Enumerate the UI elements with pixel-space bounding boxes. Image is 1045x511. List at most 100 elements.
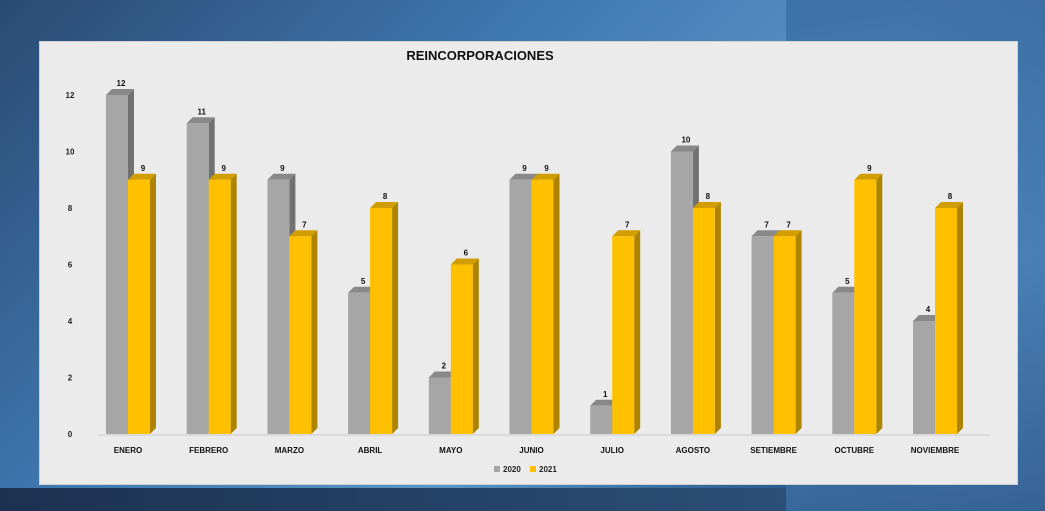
bar-2020 bbox=[590, 405, 613, 434]
bar-2020 bbox=[670, 151, 693, 434]
bar-top-2020 bbox=[428, 371, 457, 378]
y-tick-label: 12 bbox=[66, 91, 75, 100]
data-label-2021: 8 bbox=[383, 192, 388, 201]
bar-2021 bbox=[612, 236, 635, 434]
data-label-2020: 12 bbox=[117, 79, 126, 88]
bar-top-2021 bbox=[208, 173, 237, 180]
x-tick-label: ENERO bbox=[114, 446, 142, 455]
legend-swatch-2020 bbox=[494, 466, 500, 472]
data-label-2020: 5 bbox=[845, 277, 850, 286]
data-label-2020: 1 bbox=[603, 390, 608, 399]
y-tick-label: 4 bbox=[68, 317, 73, 326]
bar-top-2021 bbox=[370, 202, 399, 208]
data-label-2021: 9 bbox=[221, 164, 226, 173]
data-label-2021: 8 bbox=[948, 192, 953, 201]
bar-top-2021 bbox=[773, 230, 802, 237]
bar-2021 bbox=[692, 208, 715, 434]
bar-top-2021 bbox=[692, 202, 721, 208]
data-label-2020: 10 bbox=[681, 136, 690, 145]
x-tick-label: FEBRERO bbox=[189, 446, 228, 455]
bar-top-2020 bbox=[670, 145, 699, 152]
x-tick-label: MAYO bbox=[439, 446, 462, 455]
data-label-2021: 7 bbox=[625, 220, 630, 229]
legend-label-2021: 2021 bbox=[539, 465, 557, 474]
bar-top-2020 bbox=[590, 399, 619, 406]
y-tick-label: 10 bbox=[66, 148, 75, 157]
bar-2020 bbox=[106, 95, 128, 434]
data-label-2020: 7 bbox=[764, 220, 769, 229]
bar-side-2021 bbox=[392, 202, 399, 434]
bar-top-2020 bbox=[186, 117, 215, 124]
bar-top-2021 bbox=[531, 173, 560, 180]
y-tick-label: 0 bbox=[68, 430, 73, 439]
bar-2020 bbox=[509, 179, 532, 434]
bar-top-2021 bbox=[854, 173, 883, 180]
bar-2020 bbox=[348, 292, 371, 434]
bar-2021 bbox=[450, 264, 473, 434]
x-tick-label: NOVIEMBRE bbox=[911, 446, 960, 455]
bar-2020 bbox=[186, 123, 209, 434]
bar-side-2021 bbox=[876, 173, 883, 434]
x-tick-label: JULIO bbox=[600, 446, 624, 455]
y-axis: 0 2 4 6 8 10 12 bbox=[66, 91, 75, 439]
bar-top-2021 bbox=[612, 230, 641, 237]
x-tick-label: OCTUBRE bbox=[835, 446, 875, 455]
bar-2021 bbox=[289, 236, 312, 434]
x-tick-label: ABRIL bbox=[358, 446, 383, 455]
bar-top-2020 bbox=[348, 286, 377, 293]
data-label-2020: 5 bbox=[361, 277, 366, 286]
legend: 2020 2021 bbox=[494, 465, 557, 474]
data-label-2021: 8 bbox=[706, 192, 711, 201]
bar-top-2020 bbox=[267, 173, 296, 180]
data-label-2020: 9 bbox=[522, 164, 527, 173]
bar-top-2021 bbox=[128, 173, 156, 180]
bar-side-2021 bbox=[311, 230, 318, 434]
bar-top-2020 bbox=[106, 89, 134, 95]
x-tick-label: MARZO bbox=[275, 446, 304, 455]
bar-top-2020 bbox=[913, 315, 941, 321]
legend-label-2020: 2020 bbox=[503, 465, 521, 474]
y-tick-label: 8 bbox=[68, 204, 73, 213]
bar-side-2021 bbox=[957, 202, 963, 434]
bar-side-2021 bbox=[150, 173, 156, 434]
bar-2021 bbox=[208, 179, 231, 434]
data-label-2020: 2 bbox=[442, 362, 447, 371]
bar-top-2021 bbox=[450, 258, 479, 265]
bar-side-2021 bbox=[795, 230, 802, 434]
bar-top-2021 bbox=[289, 230, 318, 237]
bar-2020 bbox=[751, 236, 774, 434]
bar-2020 bbox=[267, 179, 290, 434]
x-axis: ENERO FEBRERO MARZO ABRIL MAYO JUNIO JULIO AGOS… bbox=[98, 434, 990, 455]
x-tick-label: AGOSTO bbox=[676, 446, 711, 455]
bar-side-2021 bbox=[634, 230, 641, 434]
bar-2021 bbox=[773, 236, 796, 434]
chart-title: REINCORPORACIONES bbox=[406, 48, 554, 63]
data-label-2021: 9 bbox=[867, 164, 872, 173]
bar-side-2021 bbox=[553, 173, 560, 434]
bar-2021 bbox=[370, 208, 393, 434]
legend-swatch-2021 bbox=[530, 466, 536, 472]
bar-side-2021 bbox=[714, 202, 721, 434]
data-label-2021: 7 bbox=[786, 220, 791, 229]
bar-2020 bbox=[832, 292, 855, 434]
bar-top-2020 bbox=[509, 173, 538, 180]
data-label-2020: 9 bbox=[280, 164, 285, 173]
bar-top-2020 bbox=[832, 286, 861, 293]
bar-side-2021 bbox=[230, 173, 237, 434]
bar-2020 bbox=[913, 321, 935, 434]
bar-2021 bbox=[531, 179, 554, 434]
data-label-2020: 11 bbox=[197, 107, 206, 116]
background-panel-bottom bbox=[0, 488, 786, 511]
y-tick-label: 6 bbox=[68, 261, 73, 270]
bar-side-2021 bbox=[472, 258, 479, 434]
data-label-2021: 7 bbox=[302, 220, 307, 229]
x-tick-label: JUNIO bbox=[519, 446, 543, 455]
bar-2021 bbox=[935, 208, 957, 434]
bar-2020 bbox=[428, 377, 451, 434]
bar-2021 bbox=[128, 179, 150, 434]
data-label-2021: 9 bbox=[544, 164, 549, 173]
bar-2021 bbox=[854, 179, 877, 434]
data-label-2021: 9 bbox=[141, 164, 146, 173]
bar-top-2021 bbox=[935, 202, 963, 208]
